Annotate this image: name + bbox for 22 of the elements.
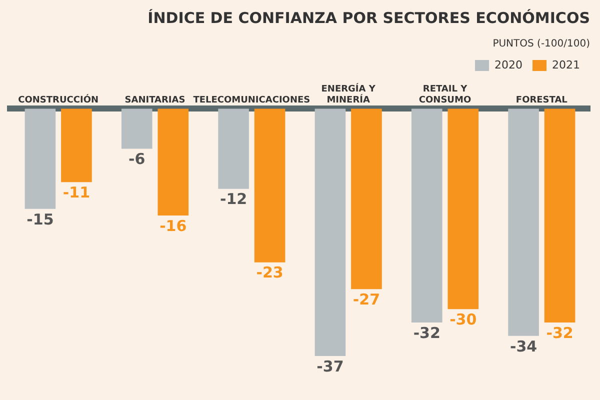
x-tick-label: FORESTAL xyxy=(516,96,568,106)
data-label: -15 xyxy=(26,210,54,228)
data-label: -12 xyxy=(220,190,248,208)
data-label: -30 xyxy=(450,310,477,329)
data-label: -16 xyxy=(160,216,187,235)
data-label: -32 xyxy=(546,324,574,342)
chart-title: ÍNDICE DE CONFIANZA POR SECTORES ECONÓMICOS xyxy=(148,8,590,27)
data-label: -6 xyxy=(128,150,146,168)
x-tick-label: TELECOMUNICACIONES xyxy=(193,96,310,106)
x-tick-label: ENERGÍA Y MINERÍA xyxy=(321,82,376,106)
data-label: -32 xyxy=(413,324,440,342)
data-label: -37 xyxy=(316,357,344,376)
data-label: -23 xyxy=(256,264,284,282)
legend-label: 2021 xyxy=(552,58,580,72)
x-tick-label: CONSTRUCCIÓN xyxy=(18,94,99,106)
data-label: -11 xyxy=(62,184,90,202)
x-tick-label: SANITARIAS xyxy=(124,96,186,106)
x-tick-label: RETAIL Y CONSUMO xyxy=(418,84,472,106)
legend-label: 2020 xyxy=(494,58,523,72)
chart-subtitle: PUNTOS (-100/100) xyxy=(492,38,590,50)
data-label: -34 xyxy=(510,337,538,356)
data-label: -27 xyxy=(352,290,380,308)
